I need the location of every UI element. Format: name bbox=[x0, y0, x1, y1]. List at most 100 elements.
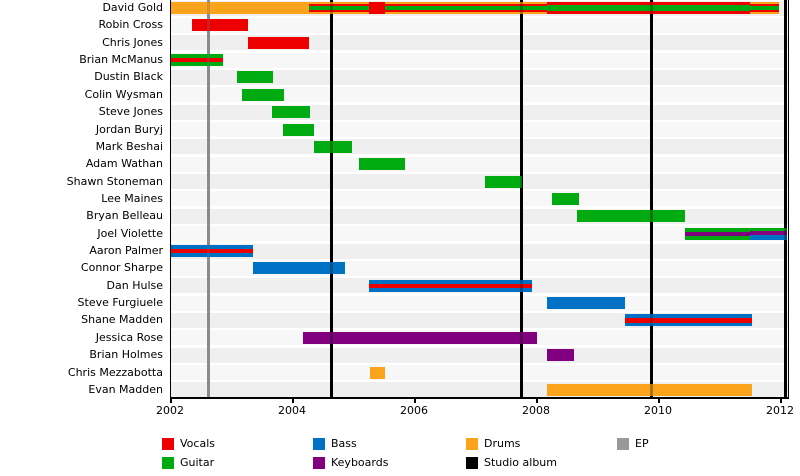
keyboards-stripe bbox=[749, 230, 788, 235]
bass-stripe bbox=[369, 279, 533, 284]
legend-item-vocals: Vocals bbox=[162, 437, 215, 450]
vocals-stripe bbox=[546, 2, 750, 5]
album-line-overlay bbox=[783, 0, 787, 397]
drums-stripe bbox=[749, 12, 780, 14]
drums-stripe bbox=[385, 12, 547, 14]
member-bar bbox=[546, 349, 574, 362]
member-bar bbox=[282, 123, 314, 136]
row-band bbox=[171, 174, 788, 190]
vocals-stripe bbox=[369, 283, 533, 288]
legend-item-keyboards: Keyboards bbox=[313, 456, 388, 469]
legend-label: EP bbox=[635, 437, 649, 450]
ep-release-line bbox=[206, 0, 210, 397]
guitar-stripe bbox=[685, 235, 750, 240]
vocals-swatch bbox=[162, 437, 174, 450]
vocals-stripe bbox=[385, 10, 547, 13]
member-name-label: Colin Wysman bbox=[84, 87, 163, 101]
member-name-label: Shawn Stoneman bbox=[66, 174, 163, 188]
member-name-label: Chris Jones bbox=[102, 35, 163, 49]
legend-label: Drums bbox=[484, 437, 521, 450]
member-bar bbox=[749, 2, 780, 14]
vocals-stripe bbox=[247, 36, 310, 49]
legend-item-album: Studio album bbox=[466, 456, 557, 469]
row-band bbox=[171, 208, 788, 224]
member-bar bbox=[624, 314, 753, 327]
member-bar bbox=[749, 227, 788, 240]
guitar-stripe bbox=[237, 71, 274, 84]
guitar-stripe bbox=[485, 175, 522, 188]
row-band bbox=[171, 17, 788, 33]
member-bar bbox=[247, 36, 310, 49]
drums-stripe bbox=[369, 366, 386, 379]
member-name-label: David Gold bbox=[102, 1, 163, 14]
bass-stripe bbox=[624, 314, 753, 319]
row-band bbox=[171, 243, 788, 259]
drums-swatch bbox=[466, 437, 478, 450]
row-band bbox=[171, 191, 788, 207]
legend-item-drums: Drums bbox=[466, 437, 520, 450]
guitar-stripe bbox=[385, 5, 547, 11]
ep-swatch bbox=[617, 437, 629, 450]
member-name-label: Dan Hulse bbox=[106, 278, 163, 292]
keyboards-stripe bbox=[546, 349, 574, 362]
member-name-label: Bryan Belleau bbox=[86, 209, 163, 223]
vocals-stripe bbox=[308, 3, 370, 6]
keyboards-stripe bbox=[303, 331, 537, 344]
member-name-label: Connor Sharpe bbox=[80, 261, 163, 275]
vocals-stripe bbox=[385, 3, 547, 6]
studio-album-line bbox=[520, 0, 524, 397]
guitar-stripe bbox=[171, 54, 223, 59]
axis-tick-label: 2008 bbox=[522, 404, 550, 417]
axis-tick bbox=[780, 399, 782, 403]
guitar-stripe bbox=[685, 227, 750, 232]
bass-swatch bbox=[313, 437, 325, 450]
axis-tick bbox=[170, 399, 172, 403]
drums-stripe bbox=[308, 2, 370, 4]
member-bar bbox=[359, 158, 406, 171]
axis-tick bbox=[536, 399, 538, 403]
bass-stripe bbox=[171, 253, 254, 258]
drums-stripe bbox=[385, 2, 547, 4]
member-bar bbox=[546, 297, 625, 310]
member-name-label: Robin Cross bbox=[98, 18, 163, 32]
guitar-stripe bbox=[282, 123, 314, 136]
guitar-stripe bbox=[577, 210, 686, 223]
bass-stripe bbox=[253, 262, 345, 275]
member-bar bbox=[171, 245, 254, 258]
guitar-stripe bbox=[749, 5, 780, 11]
ep-line-overlay bbox=[206, 0, 210, 397]
member-bar bbox=[313, 140, 353, 153]
guitar-stripe bbox=[546, 5, 750, 11]
bass-stripe bbox=[546, 297, 625, 310]
legend-item-guitar: Guitar bbox=[162, 456, 214, 469]
drums-stripe bbox=[749, 2, 780, 4]
member-name-label: Evan Madden bbox=[88, 382, 163, 396]
member-bar bbox=[685, 227, 750, 240]
legend-label: Keyboards bbox=[331, 456, 389, 469]
member-bar bbox=[552, 192, 580, 205]
studio-album-line bbox=[649, 0, 653, 397]
keyboards-swatch bbox=[313, 456, 325, 469]
row-band bbox=[171, 226, 788, 242]
guitar-swatch bbox=[162, 456, 174, 469]
member-bar bbox=[241, 88, 284, 101]
member-name-label: Mark Beshai bbox=[95, 139, 163, 153]
member-bar bbox=[237, 71, 274, 84]
guitar-stripe bbox=[749, 227, 788, 231]
member-name-label: Steve Jones bbox=[98, 105, 163, 119]
vocals-stripe bbox=[369, 2, 386, 14]
member-name-label: Steve Furgiuele bbox=[77, 296, 163, 310]
member-bar bbox=[369, 279, 533, 292]
legend-item-bass: Bass bbox=[313, 437, 357, 450]
axis-tick-label: 2004 bbox=[278, 404, 306, 417]
album-line-overlay bbox=[649, 0, 653, 397]
member-bar bbox=[308, 2, 370, 14]
vocals-stripe bbox=[749, 10, 780, 13]
legend-label: Guitar bbox=[180, 456, 215, 469]
legend-label: Vocals bbox=[180, 437, 215, 450]
guitar-stripe bbox=[552, 192, 580, 205]
member-name-label: Joel Violette bbox=[97, 226, 163, 240]
member-bar bbox=[577, 210, 686, 223]
member-bar bbox=[253, 262, 345, 275]
guitar-stripe bbox=[359, 158, 406, 171]
